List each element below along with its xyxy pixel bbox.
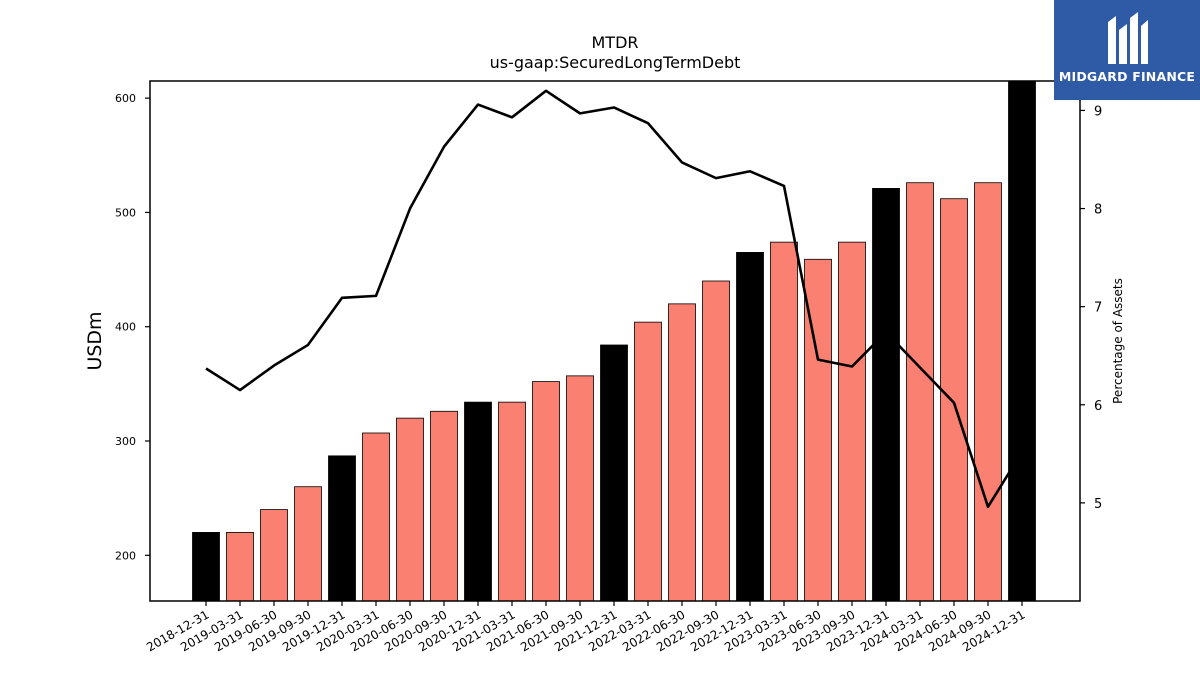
y2-tick-label: 9 <box>1094 104 1102 119</box>
bar <box>294 486 322 602</box>
bar <box>566 375 594 602</box>
y-axis-label: USDm <box>84 311 106 370</box>
y2-axis-label: Percentage of Assets <box>1111 278 1125 404</box>
bar <box>702 280 730 602</box>
bar <box>838 241 866 602</box>
y-tick-label: 300 <box>115 435 136 448</box>
y2-tick-label: 6 <box>1094 399 1102 414</box>
y-tick-label: 200 <box>115 549 136 562</box>
bar <box>634 321 662 602</box>
bar <box>328 455 356 602</box>
chart-subtitle: us-gaap:SecuredLongTermDebt <box>490 53 741 72</box>
bar <box>396 417 424 602</box>
bar <box>668 303 696 602</box>
bar-series <box>192 80 1036 602</box>
line-path <box>205 89 1024 509</box>
bar <box>430 410 458 602</box>
logo-text: MIDGARD FINANCE <box>1058 69 1196 84</box>
bar <box>362 432 390 602</box>
y2-tick-label: 7 <box>1094 301 1102 316</box>
y2-tick-label: 5 <box>1094 497 1102 512</box>
logo-mark-icon <box>1108 12 1148 64</box>
bar <box>464 401 492 602</box>
bar <box>498 401 526 602</box>
y-tick-label: 500 <box>115 206 136 219</box>
bar <box>600 344 628 602</box>
bar <box>974 182 1002 602</box>
bar <box>906 182 934 602</box>
bar <box>1008 80 1036 602</box>
y-axis-ticks: 200 300 400 500 600 <box>115 92 150 562</box>
plot-frame <box>149 80 1081 602</box>
x-axis-ticks: 2018-12-312019-03-312019-06-302019-09-30… <box>144 601 1028 654</box>
logo: MIDGARD FINANCE <box>1054 0 1200 100</box>
y2-tick-label: 8 <box>1094 203 1102 218</box>
bar <box>940 198 968 602</box>
y2-axis-ticks: 5 6 7 8 9 <box>1080 104 1102 512</box>
line-series <box>205 89 1024 509</box>
bar <box>532 381 560 602</box>
bar <box>872 188 900 602</box>
bar <box>770 241 798 602</box>
bar <box>226 532 254 602</box>
y-tick-label: 600 <box>115 92 136 105</box>
bar <box>192 532 220 602</box>
bar <box>260 509 288 602</box>
bar <box>736 252 764 602</box>
y-tick-label: 400 <box>115 321 136 334</box>
chart-title: MTDR <box>591 33 638 52</box>
